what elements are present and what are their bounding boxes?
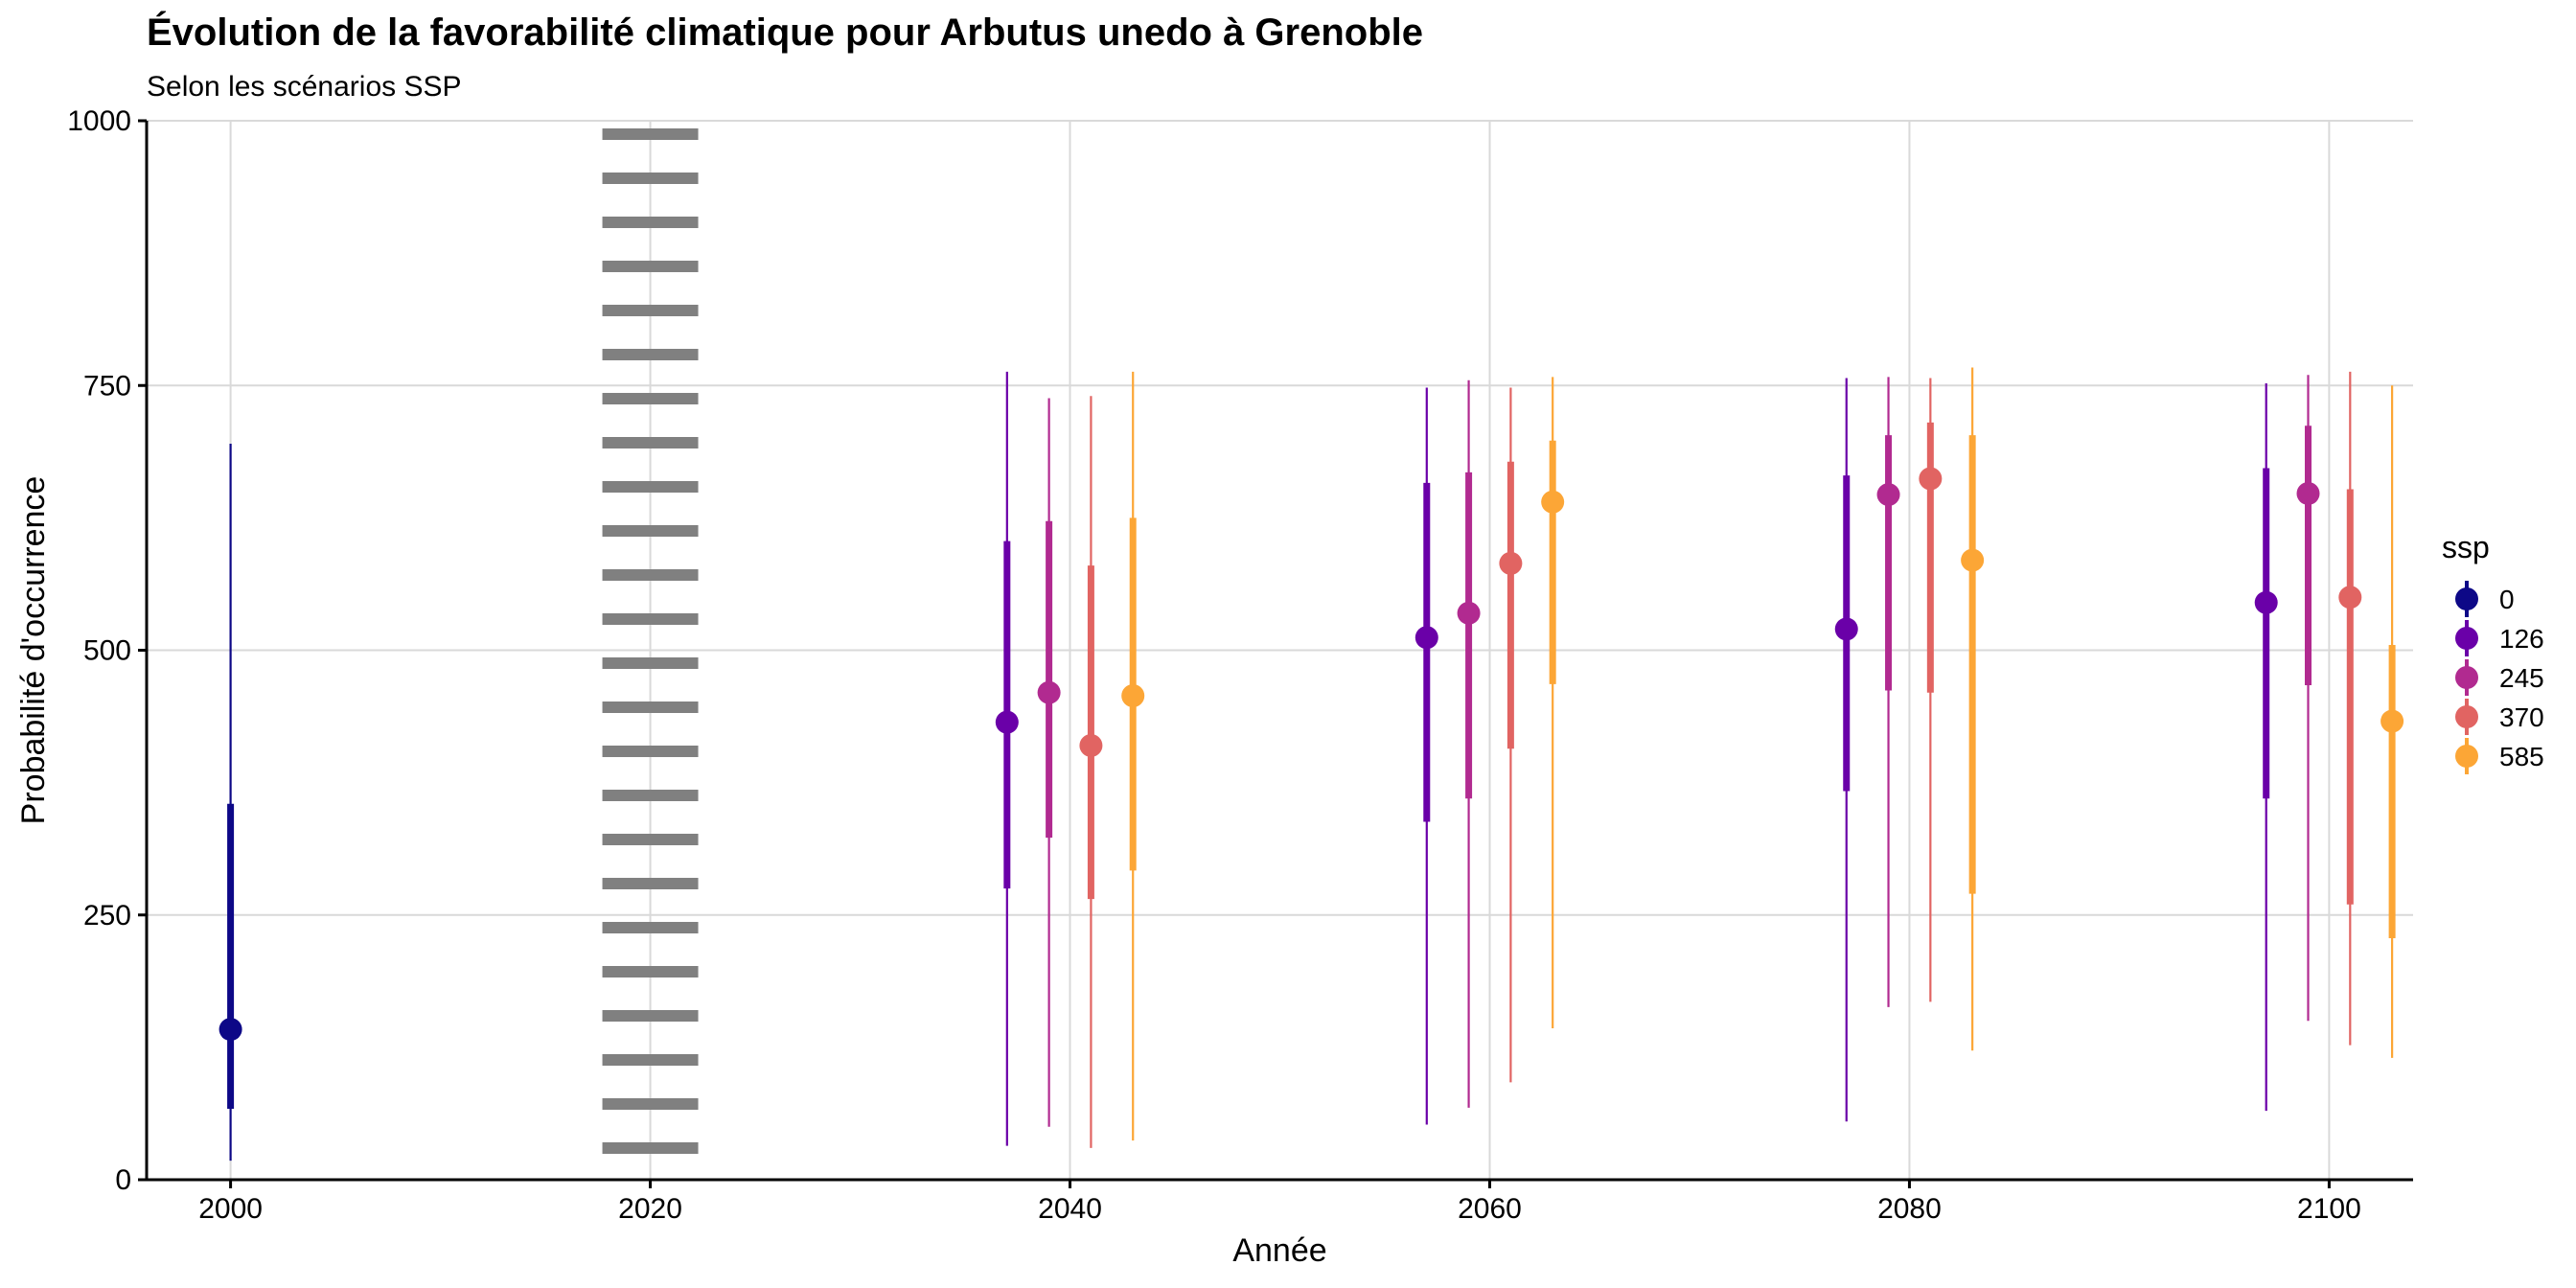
point-ssp585-2063 <box>1541 490 1565 514</box>
point-range-ssp585-2083 <box>1961 367 1985 1051</box>
point-range-ssp370-2101 <box>2338 371 2362 1046</box>
point-range-ssp0-2000 <box>218 444 242 1162</box>
y-tick-label-750: 750 <box>83 370 131 402</box>
chart-title: Évolution de la favorabilité climatique … <box>147 11 1423 54</box>
point-ssp585-2043 <box>1121 684 1145 708</box>
point-ssp245-2079 <box>1876 483 1900 507</box>
point-range-ssp245-2039 <box>1037 398 1061 1127</box>
point-ssp245-2059 <box>1457 601 1481 625</box>
point-range-ssp126-2077 <box>1834 378 1858 1122</box>
y-tick-label-0: 0 <box>115 1164 131 1196</box>
point-ssp370-2101 <box>2338 586 2362 610</box>
point-range-ssp126-2037 <box>995 371 1019 1146</box>
legend-item-ssp0: 0 <box>2455 581 2515 617</box>
point-ssp245-2099 <box>2296 481 2320 505</box>
point-ssp126-2097 <box>2254 590 2278 614</box>
legend-label-245: 245 <box>2499 663 2544 693</box>
point-ssp126-2077 <box>1834 617 1858 641</box>
gridlines <box>147 120 2413 1181</box>
point-ssp585-2083 <box>1961 548 1985 572</box>
legend-label-0: 0 <box>2499 585 2515 614</box>
point-range-ssp585-2043 <box>1121 371 1145 1141</box>
point-range-ssp245-2079 <box>1876 377 1900 1007</box>
y-tick-label-500: 500 <box>83 635 131 667</box>
point-ssp585-2103 <box>2380 709 2404 733</box>
y-axis-title: Probabilité d'occurrence <box>15 476 52 825</box>
point-ssp126-2057 <box>1414 626 1438 650</box>
point-range-ssp245-2099 <box>2296 375 2320 1022</box>
point-ssp245-2039 <box>1037 680 1061 704</box>
legend-key-point-126 <box>2455 627 2478 650</box>
y-tick-label-250: 250 <box>83 900 131 932</box>
point-range-ssp370-2041 <box>1079 396 1103 1148</box>
legend-key-point-245 <box>2455 666 2478 689</box>
legend-item-ssp585: 585 <box>2455 738 2544 774</box>
x-tick-label-2100: 2100 <box>2297 1193 2361 1225</box>
point-ssp370-2061 <box>1499 551 1523 575</box>
legend-key-point-0 <box>2455 587 2478 610</box>
legend-key-point-370 <box>2455 705 2478 728</box>
tick-labels: 0 250 500 750 1000 2000 2020 2040 2060 2080 2100 <box>67 105 2361 1225</box>
point-ssp370-2081 <box>1919 467 1943 491</box>
legend-key-point-585 <box>2455 745 2478 768</box>
point-ssp0-2000 <box>218 1018 242 1042</box>
legend-label-126: 126 <box>2499 624 2544 654</box>
legend-item-ssp245: 245 <box>2455 659 2544 696</box>
legend-item-ssp126: 126 <box>2455 620 2544 656</box>
point-range-ssp585-2063 <box>1541 377 1565 1028</box>
legend-label-370: 370 <box>2499 702 2544 732</box>
x-tick-label-2020: 2020 <box>618 1193 682 1225</box>
x-tick-label-2060: 2060 <box>1458 1193 1522 1225</box>
point-range-ssp370-2081 <box>1919 378 1943 1002</box>
point-range-ssp245-2059 <box>1457 380 1481 1108</box>
point-range-ssp126-2097 <box>2254 383 2278 1112</box>
legend-title: ssp <box>2442 530 2490 564</box>
point-range-ssp370-2061 <box>1499 387 1523 1083</box>
chart-subtitle: Selon les scénarios SSP <box>147 71 462 103</box>
x-tick-label-2000: 2000 <box>198 1193 263 1225</box>
legend-item-ssp370: 370 <box>2455 699 2544 735</box>
point-range-ssp126-2057 <box>1414 387 1438 1125</box>
y-tick-label-1000: 1000 <box>67 105 131 137</box>
legend: ssp 0 126 245 370 585 <box>2442 530 2544 774</box>
point-ssp126-2037 <box>995 710 1019 734</box>
legend-label-585: 585 <box>2499 742 2544 771</box>
axes <box>138 119 2413 1188</box>
data-marks <box>218 367 2404 1162</box>
point-range-ssp585-2103 <box>2380 385 2404 1058</box>
x-tick-label-2080: 2080 <box>1877 1193 1942 1225</box>
x-tick-label-2040: 2040 <box>1038 1193 1102 1225</box>
point-ssp370-2041 <box>1079 733 1103 757</box>
x-axis-title: Année <box>1232 1232 1326 1269</box>
